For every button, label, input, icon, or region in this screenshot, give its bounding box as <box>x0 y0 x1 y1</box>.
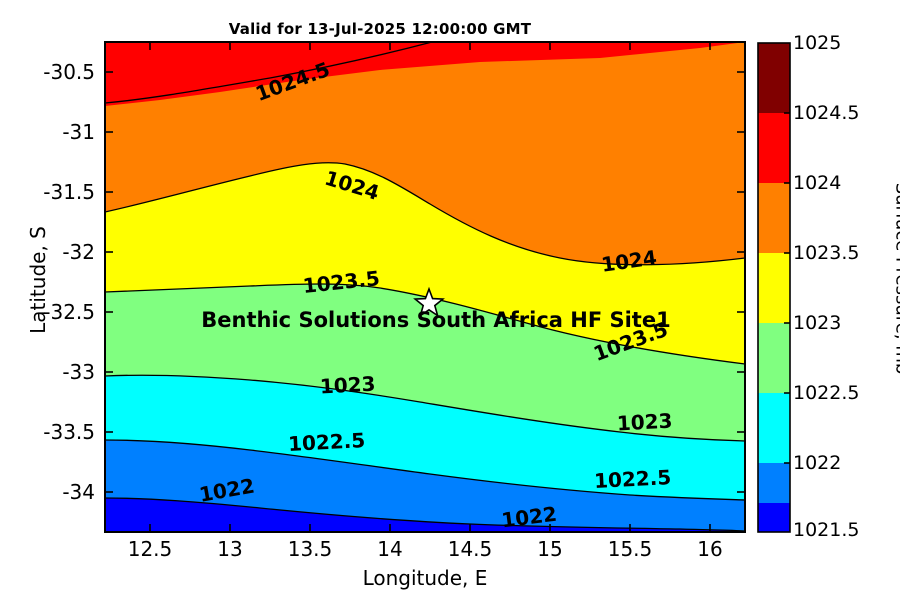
y-tick-label: -31.5 <box>43 180 95 204</box>
site-star-icon <box>413 286 445 318</box>
colorbar-band <box>758 183 790 253</box>
x-axis-label: Longitude, E <box>362 566 488 590</box>
colorbar-tick-label: 1022.5 <box>793 382 860 404</box>
contour-band-1021p5 <box>105 498 745 532</box>
plot-frame <box>104 41 746 533</box>
colorbar-band <box>758 323 790 393</box>
x-tick-label: 13 <box>217 537 243 561</box>
contour-fill-group <box>105 42 745 532</box>
contour-line-1022p5 <box>105 439 745 501</box>
colorbar-frame <box>757 42 791 533</box>
y-tick-label: -33 <box>62 360 95 384</box>
contour-band-1024p5-main <box>105 42 430 103</box>
x-tick-label: 13.5 <box>287 537 333 561</box>
y-tick-label: -33.5 <box>43 420 95 444</box>
axis-ticks <box>105 42 745 532</box>
colorbar-band <box>758 463 790 503</box>
colorbar-tick-label: 1023 <box>793 312 842 334</box>
contour-label: 1023 <box>616 409 673 436</box>
colorbar-tick-label: 1022 <box>793 452 842 474</box>
y-tick-label: -31 <box>62 120 95 144</box>
colorbar-tick-label: 1024.5 <box>793 102 860 124</box>
colorbar-ticks <box>784 112 790 464</box>
x-tick-label: 15.5 <box>607 537 653 561</box>
colorbar-band <box>758 253 790 323</box>
colorbar-band <box>758 113 790 183</box>
contour-line-1024p5 <box>105 42 433 104</box>
y-tick-label: -32.5 <box>43 300 95 324</box>
x-tick-label: 16 <box>697 537 723 561</box>
y-tick-label: -30.5 <box>43 60 95 84</box>
colorbar-band <box>758 503 790 532</box>
y-tick-label: -32 <box>62 240 95 264</box>
site-label: Benthic Solutions South Africa HF Site1 <box>201 308 670 332</box>
y-tick-label: -34 <box>62 480 95 504</box>
colorbar-tick-label: 1025 <box>793 32 842 54</box>
colorbar-tick-label: 1023.5 <box>793 242 860 264</box>
colorbar-band <box>758 393 790 463</box>
contour-label: 1022.5 <box>593 465 671 493</box>
contour-label: 1022.5 <box>287 428 365 456</box>
plot-title: Valid for 13-Jul-2025 12:00:00 GMT <box>228 20 532 38</box>
colorbar-tick-label: 1021.5 <box>793 519 860 541</box>
colorbar[interactable] <box>757 42 791 533</box>
contour-line-1023p5 <box>105 283 745 365</box>
contour-line-1023 <box>105 374 745 442</box>
x-tick-label: 15 <box>537 537 563 561</box>
colorbar-tick-label: 1024 <box>793 172 842 194</box>
contour-line-1022 <box>105 497 745 532</box>
colorbar-band <box>758 43 790 113</box>
x-tick-label: 12.5 <box>127 537 173 561</box>
contour-label: 1023 <box>319 372 376 399</box>
x-tick-label: 14.5 <box>447 537 493 561</box>
contour-lines <box>105 42 745 532</box>
contour-line-1024 <box>105 162 745 266</box>
x-tick-label: 14 <box>377 537 403 561</box>
